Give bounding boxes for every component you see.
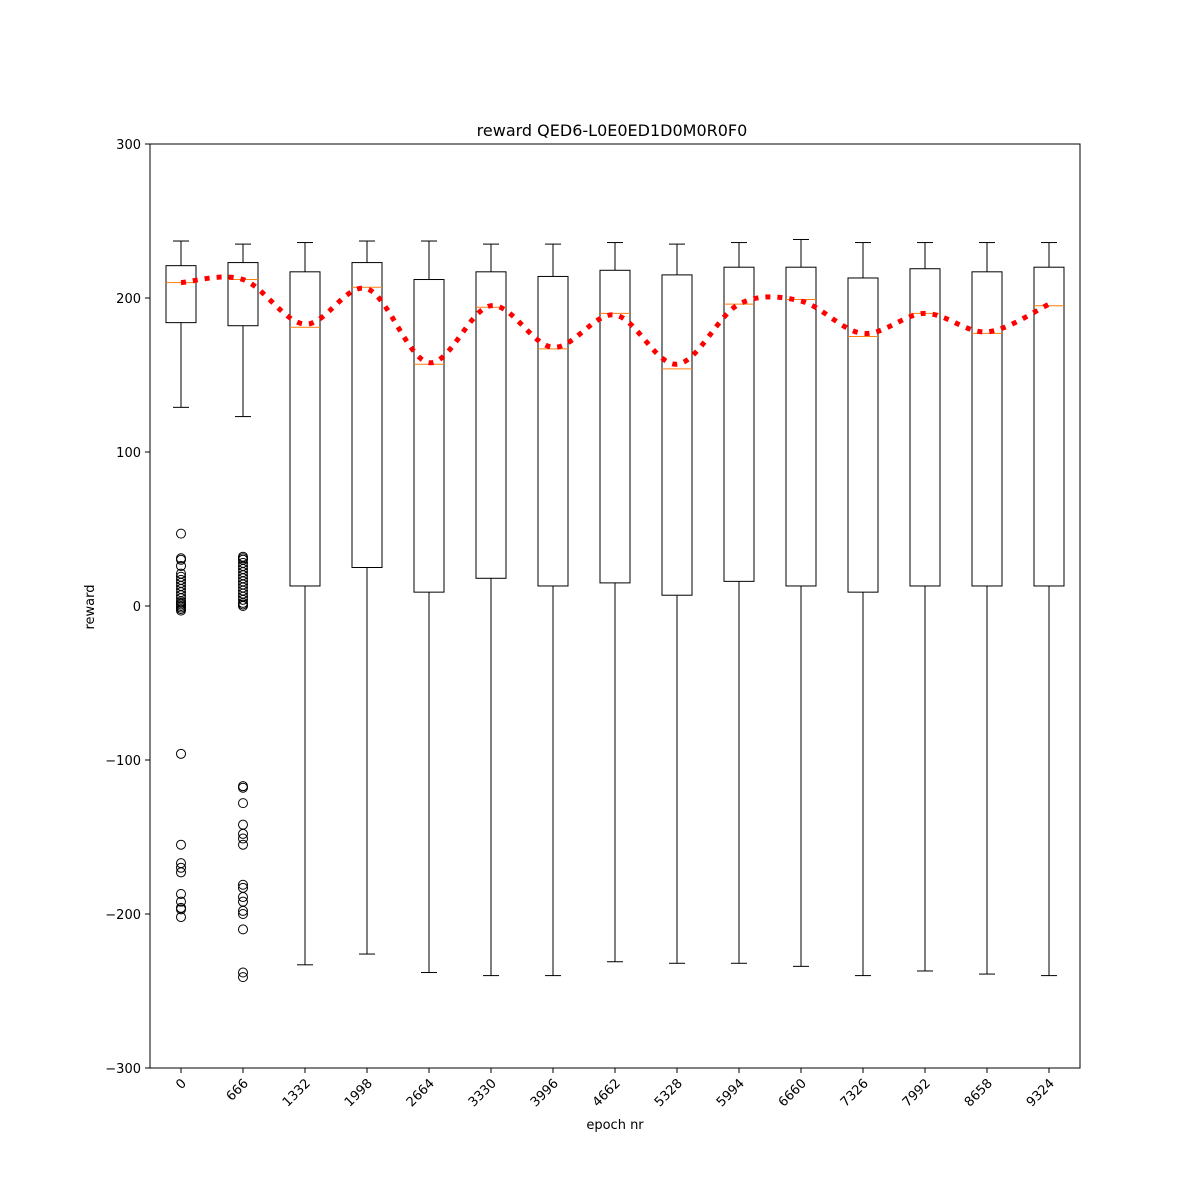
box-body (1033, 266, 1065, 587)
outlier-point (238, 924, 248, 935)
outlier-point (238, 782, 248, 793)
outlier-point (176, 912, 186, 923)
box-1332 (289, 242, 321, 966)
box-4662 (599, 242, 631, 963)
box-body (723, 266, 755, 582)
box-body (599, 269, 631, 584)
outlier-point (238, 892, 248, 903)
y-tick-label: 200 (116, 292, 141, 307)
box-body (909, 268, 941, 587)
y-tick-label: 100 (116, 446, 141, 461)
box-body (289, 271, 321, 587)
outlier-point (176, 605, 186, 616)
outlier-point (176, 528, 186, 539)
box-body (537, 275, 569, 587)
x-axis-label: epoch nr (586, 1118, 644, 1133)
outlier-point (176, 839, 186, 850)
outlier-point (238, 879, 248, 890)
box-body (227, 262, 259, 327)
outlier-point (176, 560, 186, 571)
plot-area (165, 238, 1065, 983)
box-body (785, 266, 817, 587)
box-7326 (847, 242, 879, 977)
chart-title: reward QED6-L0E0ED1D0M0R0F0 (477, 121, 748, 140)
box-5994 (723, 242, 755, 964)
outlier-point (238, 601, 248, 611)
outlier-point (176, 867, 186, 878)
box-body (971, 271, 1003, 587)
box-body (413, 279, 445, 593)
outlier-point (238, 905, 248, 916)
box-5328 (661, 243, 693, 964)
outlier-point (238, 594, 248, 605)
box-body (661, 274, 693, 596)
box-body (165, 265, 197, 324)
box-1998 (351, 240, 383, 955)
outlier-point (238, 828, 248, 839)
outlier-point (176, 554, 186, 565)
box-2664 (413, 240, 445, 974)
box-3330 (475, 243, 507, 977)
y-tick-label: −100 (105, 754, 141, 769)
y-tick-label: −300 (105, 1062, 141, 1077)
box-3996 (537, 243, 569, 977)
outlier-point (238, 833, 248, 844)
box-8658 (971, 242, 1003, 975)
outlier-point (238, 909, 248, 919)
outlier-point (176, 896, 186, 907)
outlier-point (238, 967, 248, 978)
box-0 (165, 240, 197, 923)
outlier-point (176, 904, 186, 915)
box-666 (227, 243, 259, 983)
outlier-point (238, 839, 248, 850)
outlier-point (238, 798, 248, 809)
box-7992 (909, 242, 941, 972)
box-body (475, 271, 507, 579)
outlier-point (238, 972, 248, 983)
y-tick-label: −200 (105, 908, 141, 923)
y-tick-label: 300 (116, 138, 141, 153)
box-body (847, 277, 879, 593)
box-body (351, 262, 383, 568)
y-tick-label: 0 (133, 600, 141, 615)
outlier-point (176, 748, 186, 759)
y-axis-label: reward (83, 584, 98, 629)
outlier-point (176, 862, 186, 873)
outlier-point (176, 888, 186, 899)
